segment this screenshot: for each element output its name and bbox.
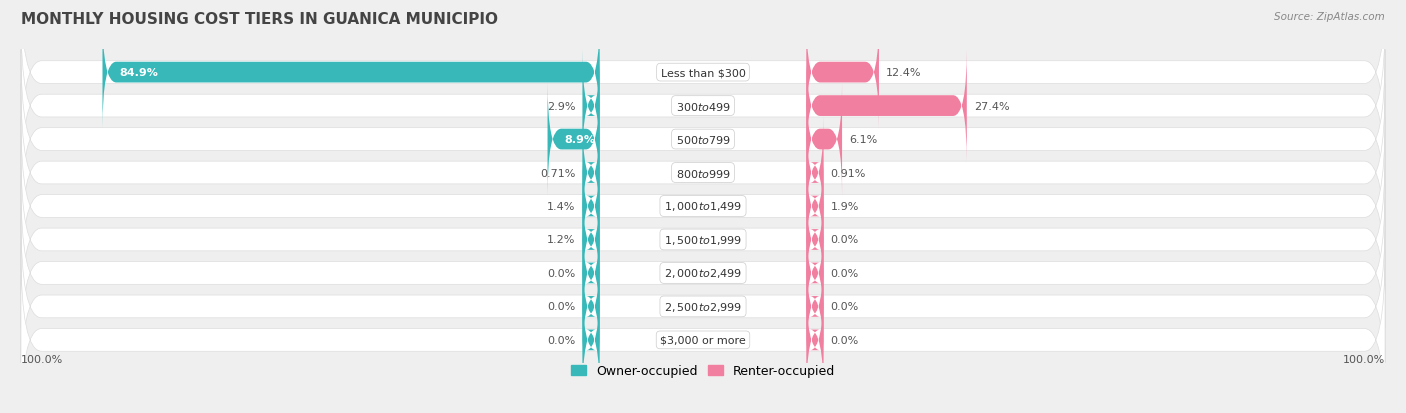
- Text: $2,500 to $2,999: $2,500 to $2,999: [664, 300, 742, 313]
- FancyBboxPatch shape: [21, 185, 1385, 362]
- Text: 2.9%: 2.9%: [547, 101, 575, 112]
- FancyBboxPatch shape: [582, 217, 599, 330]
- Text: 0.0%: 0.0%: [831, 301, 859, 312]
- Text: $800 to $999: $800 to $999: [675, 167, 731, 179]
- FancyBboxPatch shape: [807, 117, 824, 230]
- Text: Less than $300: Less than $300: [661, 68, 745, 78]
- Text: 0.0%: 0.0%: [547, 301, 575, 312]
- Text: 1.2%: 1.2%: [547, 235, 575, 245]
- FancyBboxPatch shape: [807, 50, 967, 163]
- Text: 0.0%: 0.0%: [831, 268, 859, 278]
- Text: 0.71%: 0.71%: [540, 168, 575, 178]
- FancyBboxPatch shape: [807, 150, 824, 263]
- FancyBboxPatch shape: [807, 17, 879, 129]
- FancyBboxPatch shape: [21, 51, 1385, 228]
- FancyBboxPatch shape: [21, 251, 1385, 413]
- Text: $3,000 or more: $3,000 or more: [661, 335, 745, 345]
- Text: 100.0%: 100.0%: [1343, 354, 1385, 364]
- Text: 27.4%: 27.4%: [974, 101, 1010, 112]
- Text: 0.0%: 0.0%: [831, 235, 859, 245]
- Text: 0.0%: 0.0%: [547, 268, 575, 278]
- Text: 8.9%: 8.9%: [565, 135, 596, 145]
- FancyBboxPatch shape: [807, 284, 824, 396]
- Text: 0.91%: 0.91%: [831, 168, 866, 178]
- FancyBboxPatch shape: [582, 117, 599, 230]
- FancyBboxPatch shape: [21, 17, 1385, 195]
- Text: $1,000 to $1,499: $1,000 to $1,499: [664, 200, 742, 213]
- FancyBboxPatch shape: [582, 183, 599, 296]
- Text: $500 to $799: $500 to $799: [675, 134, 731, 146]
- FancyBboxPatch shape: [21, 118, 1385, 295]
- Text: 0.0%: 0.0%: [547, 335, 575, 345]
- FancyBboxPatch shape: [807, 183, 824, 296]
- FancyBboxPatch shape: [582, 50, 599, 163]
- FancyBboxPatch shape: [807, 217, 824, 330]
- FancyBboxPatch shape: [807, 83, 842, 196]
- Text: 0.0%: 0.0%: [831, 335, 859, 345]
- Text: $2,000 to $2,499: $2,000 to $2,499: [664, 267, 742, 280]
- FancyBboxPatch shape: [103, 17, 599, 129]
- Text: 1.4%: 1.4%: [547, 202, 575, 211]
- Text: 84.9%: 84.9%: [120, 68, 159, 78]
- FancyBboxPatch shape: [21, 84, 1385, 262]
- FancyBboxPatch shape: [807, 250, 824, 363]
- FancyBboxPatch shape: [21, 151, 1385, 329]
- Text: $300 to $499: $300 to $499: [675, 100, 731, 112]
- Text: MONTHLY HOUSING COST TIERS IN GUANICA MUNICIPIO: MONTHLY HOUSING COST TIERS IN GUANICA MU…: [21, 12, 498, 27]
- FancyBboxPatch shape: [21, 0, 1385, 162]
- FancyBboxPatch shape: [21, 218, 1385, 396]
- FancyBboxPatch shape: [582, 284, 599, 396]
- Text: 6.1%: 6.1%: [849, 135, 877, 145]
- Text: $1,500 to $1,999: $1,500 to $1,999: [664, 233, 742, 247]
- Text: 1.9%: 1.9%: [831, 202, 859, 211]
- Text: 12.4%: 12.4%: [886, 68, 921, 78]
- FancyBboxPatch shape: [582, 150, 599, 263]
- Text: Source: ZipAtlas.com: Source: ZipAtlas.com: [1274, 12, 1385, 22]
- Legend: Owner-occupied, Renter-occupied: Owner-occupied, Renter-occupied: [567, 359, 839, 382]
- FancyBboxPatch shape: [582, 250, 599, 363]
- Text: 100.0%: 100.0%: [21, 354, 63, 364]
- FancyBboxPatch shape: [547, 83, 599, 196]
